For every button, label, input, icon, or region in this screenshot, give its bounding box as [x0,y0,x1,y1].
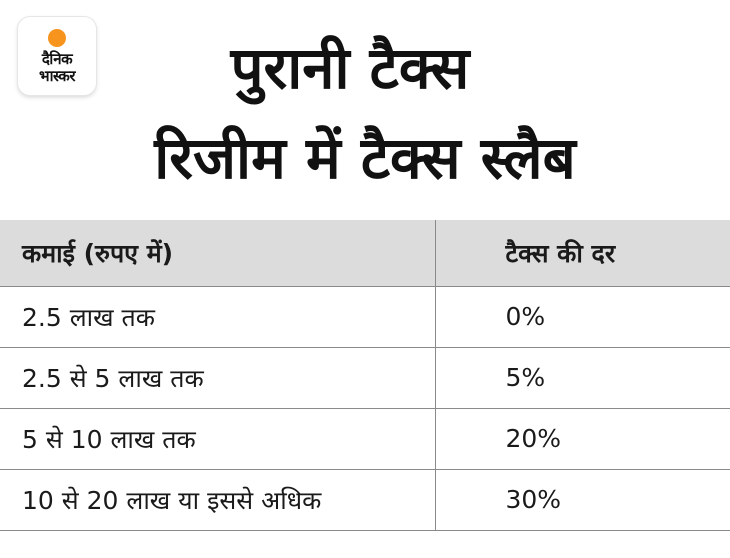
table-header-row: कमाई (रुपए में) टैक्स की दर [0,220,730,287]
header-tax-rate: टैक्स की दर [435,220,730,287]
table-row: 2.5 लाख तक 0% [0,286,730,348]
tax-slab-table: कमाई (रुपए में) टैक्स की दर 2.5 लाख तक 0… [0,220,730,531]
income-cell: 2.5 से 5 लाख तक [0,347,436,409]
income-cell: 10 से 20 लाख या इससे अधिक [0,469,436,531]
rate-cell: 20% [435,408,730,470]
page-title-line2: रिजीम में टैक्स स्लैब [154,124,576,192]
table-row: 2.5 से 5 लाख तक 5% [0,347,730,409]
page-title-line1: पुरानी टैक्स [230,34,470,102]
income-cell: 5 से 10 लाख तक [0,408,436,470]
header-income: कमाई (रुपए में) [0,220,436,287]
rate-cell: 30% [435,469,730,531]
table-row: 10 से 20 लाख या इससे अधिक 30% [0,469,730,531]
logo-text-line2: भास्कर [39,67,75,85]
rate-cell: 0% [435,286,730,348]
dainik-bhaskar-logo: दैनिक भास्कर [18,17,96,95]
logo-text-line1: दैनिक [41,50,73,68]
sun-icon [48,29,66,47]
income-cell: 2.5 लाख तक [0,286,436,348]
table-row: 5 से 10 लाख तक 20% [0,408,730,470]
rate-cell: 5% [435,347,730,409]
